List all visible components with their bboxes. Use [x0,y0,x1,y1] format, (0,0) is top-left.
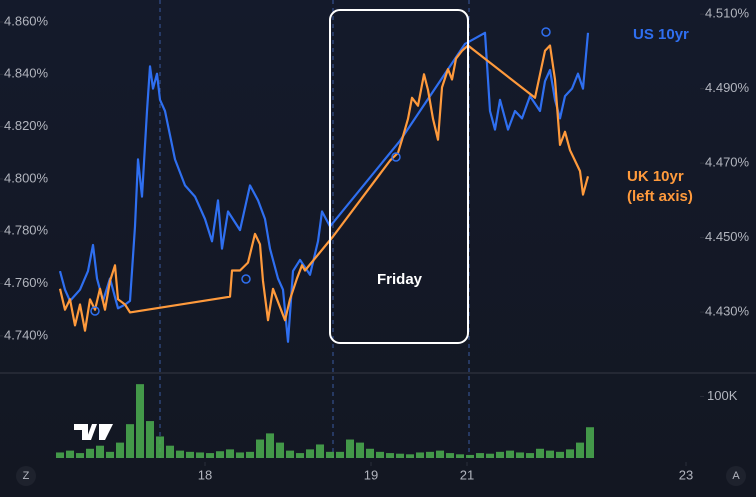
x-tick-label: 19 [364,467,378,482]
volume-bar [156,436,164,458]
auto-label[interactable]: A [732,470,740,482]
y-tick-label: 4.820% [4,118,49,133]
volume-bar [306,449,314,458]
volume-bar [246,451,254,458]
event-marker [541,27,551,37]
logo-mark [74,424,113,440]
volume-bar [136,384,144,458]
y2-tick-label: 4.430% [705,303,750,318]
auto-button[interactable] [726,466,746,486]
volume-bar [96,445,104,458]
x-tick-label: 21 [460,467,474,482]
volume-tick-label: 100K [707,388,738,403]
y-tick-label: 4.800% [4,170,49,185]
volume-pane [56,384,594,458]
volume-bar [476,453,484,458]
volume-bar [456,454,464,458]
volume-bar [206,453,214,458]
volume-bar [386,453,394,458]
logo [74,424,113,440]
axes: 4.740% 4.760% 4.780% 4.800% 4.820% 4.840% 4.86… [4,6,750,483]
volume-bar [406,454,414,458]
event-marker [90,306,100,316]
lines [58,31,590,343]
zoom-button[interactable] [16,466,36,486]
volume-bar [586,427,594,458]
volume-bar [356,442,364,458]
volume-bar [296,453,304,458]
volume-bar [256,439,264,458]
y-tick-label: 4.740% [4,327,49,342]
volume-bar [316,444,324,458]
volume-bar [576,442,584,458]
volume-bar [486,453,494,458]
volume-bar [416,452,424,458]
volume-bar [176,450,184,458]
zoom-label[interactable]: Z [23,470,30,482]
series-label: UK 10yr [627,168,684,185]
axis-note: (left axis) [627,188,693,205]
annotation-box [329,9,469,344]
y2-tick-label: 4.490% [705,80,750,95]
grid [0,13,704,466]
volume-bar [336,451,344,458]
volume-bar [516,452,524,458]
event-marker [241,274,251,284]
volume-bar [106,451,114,458]
volume-bar [546,450,554,458]
volume-bar [376,451,384,458]
x-tick-label: 18 [198,467,212,482]
volume-bar [556,451,564,458]
volume-bar [186,451,194,458]
volume-bar [496,451,504,458]
y-tick-label: 4.840% [4,66,49,81]
volume-bar [346,439,354,458]
volume-bar [126,424,134,458]
volume-bar [566,449,574,458]
volume-bar [146,421,154,458]
volume-bar [536,448,544,458]
volume-bar [66,450,74,458]
series-line [58,44,590,332]
volume-bar [236,452,244,458]
volume-bar [166,445,174,458]
volume-bar [56,452,64,458]
volume-bar [276,442,284,458]
y2-tick-label: 4.450% [705,229,750,244]
volume-bar [216,451,224,458]
volume-bar [466,454,474,458]
volume-bar [396,453,404,458]
volume-bar [266,433,274,458]
y2-tick-label: 4.510% [705,6,750,21]
y2-tick-label: 4.470% [705,155,750,170]
volume-bar [326,451,334,458]
volume-bar [86,448,94,458]
volume-bar [196,452,204,458]
volume-bar [436,450,444,458]
event-markers [90,27,551,316]
volume-bar [506,450,514,458]
x-tick-label: 23 [679,467,693,482]
y-tick-label: 4.780% [4,223,49,238]
series-line [58,31,590,343]
volume-bar [446,453,454,458]
volume-bar [426,451,434,458]
volume-bar [526,453,534,458]
volume-bar [366,448,374,458]
event-marker [391,152,401,162]
series-label: US 10yr [633,26,689,43]
volume-bar [226,449,234,458]
volume-bar [116,442,124,458]
annotation: Friday [377,271,423,288]
volume-bar [76,453,84,458]
volume-bar [286,450,294,458]
y-tick-label: 4.860% [4,13,49,28]
y-tick-label: 4.760% [4,275,49,290]
